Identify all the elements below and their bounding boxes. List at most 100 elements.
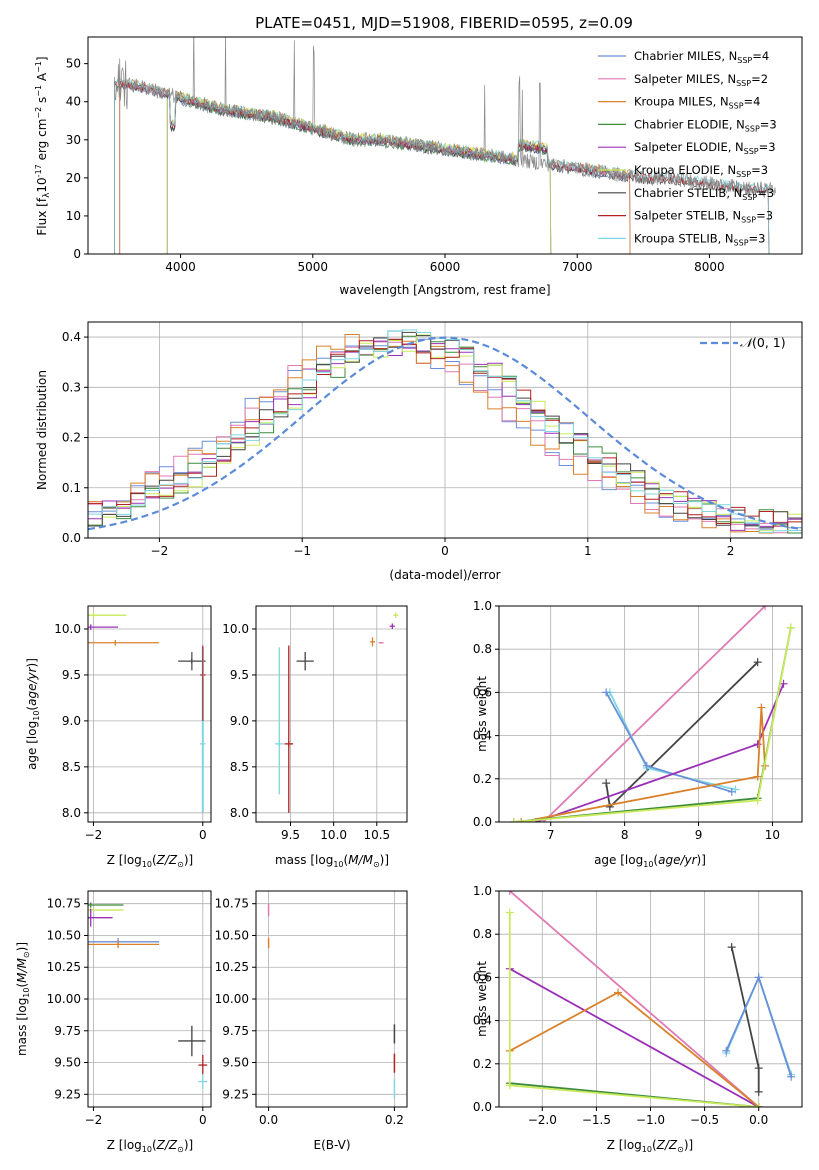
x-tick-label: 7000	[562, 260, 593, 274]
y-tick-label: 8.0	[62, 806, 81, 820]
histogram-kroupa_miles	[88, 334, 802, 534]
y-tick-label: 0.4	[62, 330, 81, 344]
label-part: (	[152, 853, 157, 867]
legend-entry-salpeter_stelib: Salpeter STELIB, NSSP=3	[634, 209, 773, 225]
axes-frame	[87, 36, 803, 255]
legend-entry-salpeter_miles: Salpeter MILES, NSSP=2	[634, 72, 768, 88]
label-part: =3	[759, 140, 776, 154]
x-tick-label: −1	[293, 544, 311, 558]
y-tick-label: 40	[66, 95, 81, 109]
series-kroupa_elodie	[508, 912, 759, 1107]
label-part: ⊙	[22, 951, 31, 958]
label-part: age/yr	[25, 666, 39, 705]
x-tick-label: 0	[199, 828, 207, 842]
label-part: 10	[142, 1145, 152, 1154]
series-kroupa_stelib	[609, 692, 736, 791]
label-part: (0, 1)	[752, 335, 786, 350]
x-tick-label: 9.5	[281, 828, 300, 842]
label-part: −2	[34, 107, 43, 119]
y-tick-label: 0.6	[473, 685, 492, 699]
y-tick-label: 0.4	[473, 1014, 492, 1028]
label-part: )]	[184, 1138, 193, 1152]
label-part: 10	[35, 177, 49, 192]
legend-entry-kroupa_stelib: Kroupa STELIB, NSSP=3	[634, 231, 765, 247]
x-tick-label: −0.5	[690, 1113, 719, 1127]
y-axis-label: Normed distribution	[35, 370, 49, 490]
label-part: SSP	[729, 102, 744, 111]
model-line-chabrier_elodie	[166, 92, 552, 254]
x-axis-label: Z [log10(Z/Z⊙)]	[107, 1138, 193, 1154]
x-axis-label: wavelength [Angstrom, rest frame]	[339, 283, 550, 297]
label-part: age/yr	[658, 853, 697, 867]
label-part: ⊙	[177, 1145, 184, 1154]
label-part: M/M	[348, 853, 373, 867]
label-part: ⊙	[373, 860, 380, 869]
y-tick-label: 0.0	[473, 1100, 492, 1114]
x-tick-label: 10.5	[363, 828, 390, 842]
y-tick-label: 9.25	[222, 1087, 249, 1101]
series-kroupa_elodie	[513, 627, 792, 822]
x-tick-label: −1.5	[582, 1113, 611, 1127]
label-part: =3	[749, 231, 766, 245]
label-part: Kroupa STELIB, N	[634, 231, 734, 245]
plot-area	[88, 612, 206, 813]
x-tick-label: 0.0	[259, 1113, 278, 1127]
plot-area	[88, 902, 208, 1090]
label-part: )]	[684, 1138, 693, 1152]
y-tick-label: 0.6	[473, 970, 492, 984]
legend-entry-salpeter_elodie: Salpeter ELODIE, NSSP=3	[634, 140, 776, 156]
axes-frame	[87, 605, 212, 823]
x-tick-label: 2	[727, 544, 735, 558]
label-part: λ	[42, 192, 52, 198]
y-tick-label: 20	[66, 171, 81, 185]
label-part: Salpeter STELIB, N	[634, 209, 741, 223]
histogram-chabrier_stelib	[88, 331, 802, 529]
label-part: SSP	[744, 147, 759, 156]
x-tick-label: 0	[199, 1113, 207, 1127]
y-tick-label: 9.0	[62, 714, 81, 728]
legend-entry-normal: 𝒩(0, 1)	[740, 335, 786, 350]
series-salpeter_miles	[509, 891, 760, 1107]
plot-area	[88, 329, 802, 534]
y-tick-label: 0	[73, 247, 81, 261]
y-tick-label: 8.5	[62, 760, 81, 774]
label-part: )]	[697, 853, 706, 867]
series-salpeter_miles	[542, 606, 766, 822]
x-tick-label: −2	[85, 828, 103, 842]
y-tick-label: 9.5	[230, 668, 249, 682]
label-part: mass [log	[275, 853, 333, 867]
y-tick-label: 0.2	[62, 431, 81, 445]
label-part: (	[25, 706, 39, 711]
x-tick-label: 10.0	[320, 828, 347, 842]
x-axis-label: age [log10(age/yr)]	[594, 853, 706, 869]
x-tick-label: 6000	[430, 260, 461, 274]
panel-mass_vs_Z: −2 0 9.25 9.50 9.75 10.00 10.25 10.50 10.75 Z [lo…	[15, 890, 212, 1154]
model-line-salpeter_elodie	[166, 90, 552, 254]
label-part: (	[15, 983, 29, 988]
label-part: SSP	[745, 124, 760, 133]
y-axis-label: Flux [fλ10-17 erg cm−2 s−1 A−1]	[34, 56, 52, 235]
x-tick-label: −2	[151, 544, 169, 558]
label-part: =4	[744, 95, 761, 109]
y-tick-label: 10.00	[47, 992, 81, 1006]
label-part: )]	[25, 658, 39, 667]
x-tick-label: 0.0	[749, 1113, 768, 1127]
axes-frame	[498, 605, 803, 823]
y-tick-label: 10.75	[47, 897, 81, 911]
label-part: =3	[751, 163, 768, 177]
x-tick-label: 1	[584, 544, 592, 558]
data-spectrum	[114, 37, 776, 199]
label-part: Z [log	[107, 853, 142, 867]
label-part: M/M	[15, 957, 29, 982]
label-part: Z [log	[607, 1138, 642, 1152]
y-axis-label: mass weight	[475, 676, 489, 752]
x-tick-label: 9	[695, 828, 703, 842]
label-part: SSP	[741, 216, 756, 225]
label-part: SSP	[737, 56, 752, 65]
label-part: ]	[35, 56, 49, 61]
label-part: Chabrier STELIB, N	[634, 186, 742, 200]
label-part: Z/Z	[156, 1138, 178, 1152]
y-tick-label: 0.3	[62, 380, 81, 394]
y-tick-label: 10.50	[215, 928, 249, 942]
